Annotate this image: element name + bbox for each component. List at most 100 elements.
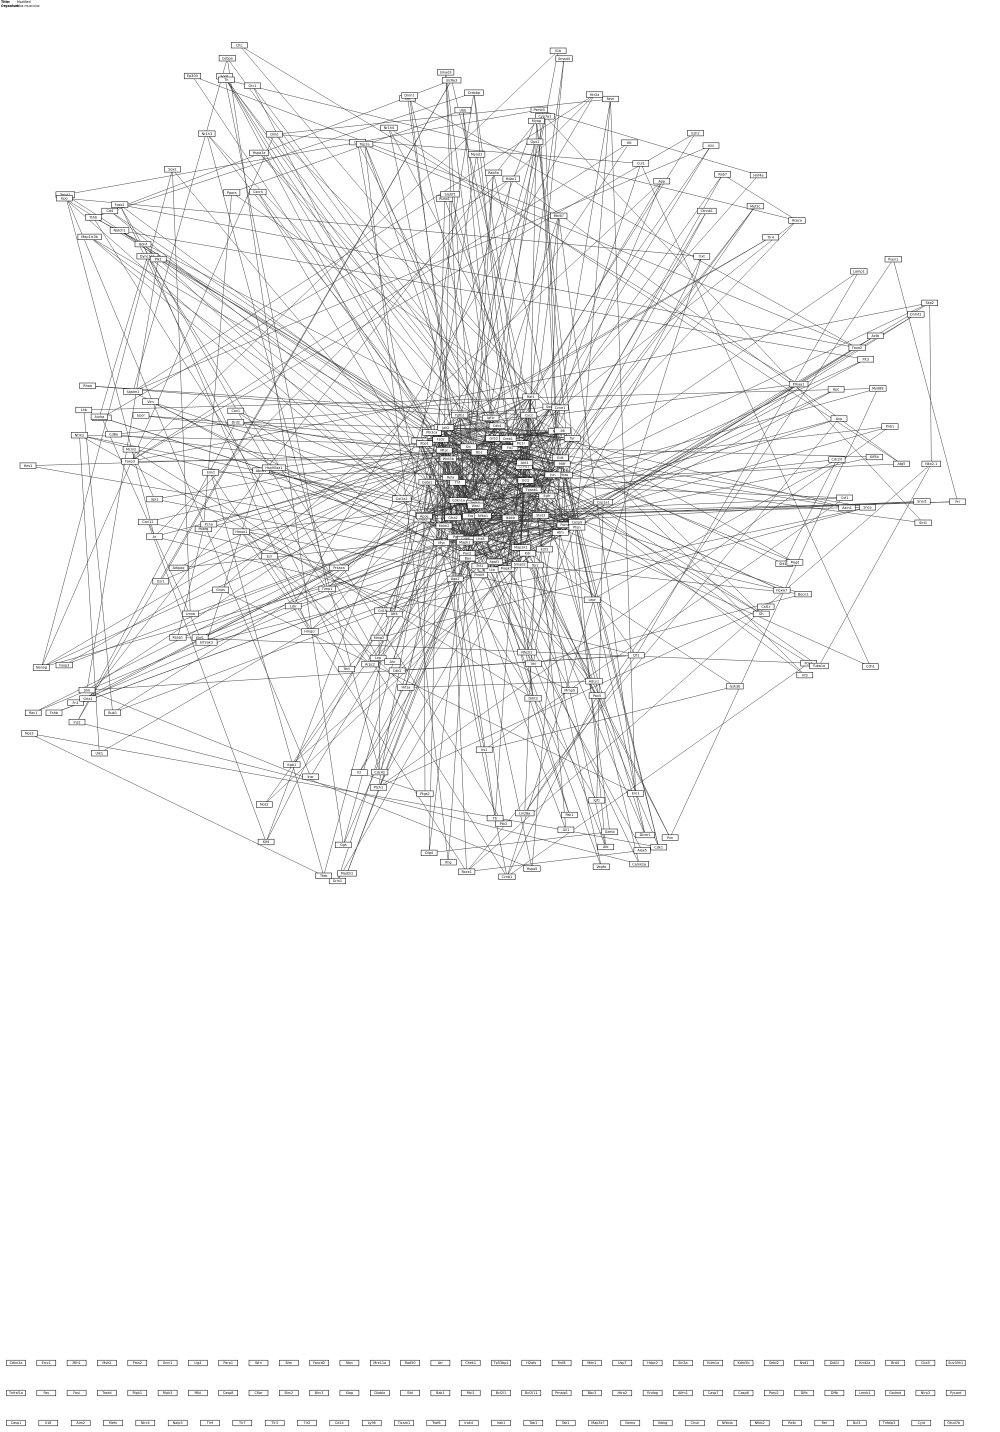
gene-node-Mef2c[interactable]: Mef2c: [746, 203, 764, 210]
orphan-node-Lmnb1[interactable]: Lmnb1: [855, 1389, 875, 1397]
orphan-node-Ripk3[interactable]: Ripk3: [157, 1389, 178, 1397]
gene-node-Klf4[interactable]: Klf4: [257, 838, 275, 846]
gene-node-Cdk1[interactable]: Cdk1: [650, 844, 667, 851]
gene-node-Orc1[interactable]: Orc1: [244, 82, 261, 89]
gene-node-Ifnb1[interactable]: Ifnb1: [881, 423, 899, 430]
orphan-node-Tradd[interactable]: Tradd: [97, 1389, 117, 1397]
gene-node-Cdc42[interactable]: Cdc42: [371, 769, 389, 776]
gene-node-Kdr[interactable]: Kdr: [519, 550, 536, 557]
gene-node-Myog[interactable]: Myog: [528, 117, 545, 125]
gene-node-Ntrk2[interactable]: Ntrk2: [70, 432, 88, 439]
orphan-node-Msh2[interactable]: Msh2: [97, 1359, 117, 1367]
gene-node-Cebpa[interactable]: Cebpa: [218, 55, 236, 62]
gene-node-Ldlr[interactable]: Ldlr: [284, 603, 302, 610]
gene-node-Psen1[interactable]: Psen1: [884, 256, 902, 263]
gene-node-Pcna[interactable]: Pcna: [200, 521, 218, 528]
orphan-node-Tnfrsf1a[interactable]: Tnfrsf1a: [6, 1389, 26, 1397]
orphan-node-Casp7[interactable]: Casp7: [703, 1389, 723, 1397]
orphan-node-Mefv[interactable]: Mefv: [103, 1419, 123, 1427]
gene-node-Ttr[interactable]: Ttr: [486, 815, 504, 822]
gene-node-Nfkb1[interactable]: Nfkb1: [474, 512, 492, 519]
gene-node-Src[interactable]: Src: [460, 443, 477, 450]
gene-node-Ubb[interactable]: Ubb: [454, 107, 472, 114]
orphan-node-Kdm5b[interactable]: Kdm5b: [733, 1359, 754, 1367]
gene-node-Cfl1[interactable]: Cfl1: [627, 652, 645, 659]
gene-node-Cdc20[interactable]: Cdc20: [828, 456, 846, 463]
gene-node-App[interactable]: App: [653, 178, 671, 185]
orphan-node-Wrn[interactable]: Wrn: [248, 1359, 269, 1367]
gene-node-Ikbkb[interactable]: Ikbkb: [501, 514, 519, 521]
gene-node-Atm[interactable]: Atm: [552, 529, 569, 536]
gene-node-Grin1[interactable]: Grin1: [328, 877, 346, 885]
orphan-node-Setd2[interactable]: Setd2: [764, 1359, 784, 1367]
gene-node-Lepr[interactable]: Lepr: [583, 596, 601, 603]
gene-node-Fzd2[interactable]: Fzd2: [432, 436, 449, 443]
gene-node-Mapk1[interactable]: Mapk1: [456, 539, 474, 546]
gene-node-Cyp7a1[interactable]: Cyp7a1: [535, 113, 555, 120]
gene-node-Foxo1[interactable]: Foxo1: [111, 201, 129, 208]
gene-node-Nr1h4[interactable]: Nr1h4: [380, 124, 398, 131]
gene-node-Dicer1[interactable]: Dicer1: [635, 831, 655, 839]
gene-node-Drd2[interactable]: Drd2: [227, 419, 245, 426]
gene-node-Pcsk9[interactable]: Pcsk9: [470, 571, 488, 579]
gene-node-Insr[interactable]: Insr: [302, 773, 319, 780]
gene-node-Mcm2[interactable]: Mcm2: [122, 446, 140, 453]
gene-node-Jun[interactable]: Jun: [544, 471, 562, 478]
gene-node-Egfr[interactable]: Egfr: [538, 492, 556, 499]
gene-node-Lhx8[interactable]: Lhx8: [472, 535, 489, 542]
gene-node-Map1lc3b[interactable]: Map1lc3b: [77, 233, 102, 240]
orphan-node-Naip5[interactable]: Naip5: [167, 1419, 188, 1427]
gene-node-Flt1[interactable]: Flt1: [501, 444, 519, 451]
gene-node-Sirt1[interactable]: Sirt1: [914, 519, 932, 526]
gene-node-Becn1[interactable]: Becn1: [794, 591, 812, 598]
gene-node-Mitf[interactable]: Mitf: [553, 460, 571, 467]
gene-node-Skp2[interactable]: Skp2: [921, 299, 938, 306]
gene-node-Gsk3b[interactable]: Gsk3b: [726, 683, 744, 690]
orphan-node-Lig4[interactable]: Lig4: [188, 1359, 208, 1367]
orphan-node-Pms2[interactable]: Pms2: [127, 1359, 148, 1367]
gene-node-Ezh2[interactable]: Ezh2: [687, 130, 704, 137]
gene-node-Avp[interactable]: Avp: [830, 415, 848, 422]
gene-node-Actb[interactable]: Actb: [867, 332, 884, 339]
gene-node-Wasl[interactable]: Wasl: [467, 502, 484, 509]
gene-node-Ptgs2[interactable]: Ptgs2: [416, 790, 434, 797]
orphan-node-Rnf8[interactable]: Rnf8: [551, 1359, 572, 1367]
gene-node-Rac1[interactable]: Rac1: [24, 709, 42, 716]
gene-node-Srebf1[interactable]: Srebf1: [440, 191, 460, 198]
orphan-node-Cd14[interactable]: Cd14: [329, 1419, 350, 1427]
gene-node-Hspa1a[interactable]: Hspa1a: [249, 149, 269, 156]
orphan-node-Endog[interactable]: Endog: [642, 1389, 663, 1397]
orphan-node-Bcl2l1[interactable]: Bcl2l1: [491, 1389, 511, 1397]
gene-node-Myc[interactable]: Myc: [433, 539, 450, 546]
gene-node-Vegfa[interactable]: Vegfa: [592, 863, 610, 870]
orphan-node-Tlr2[interactable]: Tlr2: [297, 1419, 317, 1427]
orphan-node-Dffa[interactable]: Dffa: [794, 1389, 814, 1397]
orphan-node-Tp53bp1[interactable]: Tp53bp1: [491, 1359, 511, 1367]
orphan-node-Map3k7[interactable]: Map3k7: [588, 1419, 608, 1427]
gene-node-Hnf4a[interactable]: Hnf4a: [749, 172, 767, 179]
gene-node-Mmp9[interactable]: Mmp9: [561, 687, 578, 694]
orphan-node-Kdm1a[interactable]: Kdm1a: [703, 1359, 723, 1367]
gene-node-Plk1[interactable]: Plk1: [149, 256, 167, 263]
orphan-node-Ticam1[interactable]: Ticam1: [394, 1419, 414, 1427]
gene-node-Adcy1[interactable]: Adcy1: [585, 678, 603, 685]
gene-node-Grb2[interactable]: Grb2: [485, 435, 502, 442]
gene-node-Axin1[interactable]: Axin1: [838, 504, 856, 511]
gene-node-Cxcl12[interactable]: Cxcl12: [138, 518, 158, 526]
orphan-node-Dot1l[interactable]: Dot1l: [824, 1359, 845, 1367]
orphan-node-Otud7b[interactable]: Otud7b: [943, 1419, 964, 1427]
orphan-node-Casp1[interactable]: Casp1: [6, 1419, 26, 1427]
orphan-node-Nfkb2[interactable]: Nfkb2: [749, 1419, 770, 1427]
gene-node-Bcl2[interactable]: Bcl2: [517, 477, 535, 484]
gene-node-Cd4[interactable]: Cd4: [101, 207, 119, 215]
gene-node-Acaca[interactable]: Acaca: [788, 217, 806, 224]
gene-node-Vhl[interactable]: Vhl: [525, 660, 542, 667]
gene-node-Ep300[interactable]: Ep300: [183, 72, 201, 80]
orphan-node-Mlh1[interactable]: Mlh1: [66, 1359, 87, 1367]
orphan-node-Tak1[interactable]: Tak1: [555, 1419, 576, 1427]
gene-node-Keap1[interactable]: Keap1: [169, 634, 187, 641]
gene-node-Il1b[interactable]: Il1b: [549, 47, 567, 54]
gene-node-Sox2[interactable]: Sox2: [164, 166, 181, 173]
gene-node-Ptch1[interactable]: Ptch1: [369, 784, 387, 791]
orphan-node-Fas[interactable]: Fas: [36, 1389, 57, 1397]
